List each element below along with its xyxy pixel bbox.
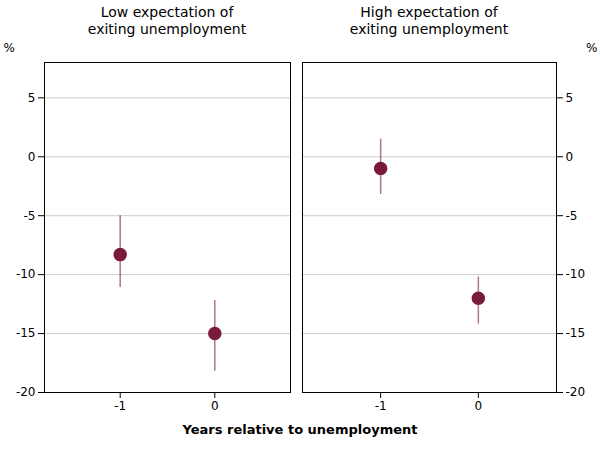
svg-text:-15: -15 xyxy=(566,326,586,340)
svg-text:-1: -1 xyxy=(114,399,126,413)
html-text:Years relative to unemployment: Years relative to unemployment xyxy=(182,422,418,437)
html-text:Low expectation of exiting une: Low expectation of exiting unemployment xyxy=(87,4,247,37)
svg-text:0: 0 xyxy=(211,399,219,413)
svg-text:5: 5 xyxy=(28,91,36,105)
svg-text:-1: -1 xyxy=(375,399,387,413)
svg-text:0: 0 xyxy=(566,150,574,164)
svg-text:0: 0 xyxy=(475,399,483,413)
svg-text:-20: -20 xyxy=(16,385,36,399)
svg-text:-5: -5 xyxy=(24,209,36,223)
svg-text:5: 5 xyxy=(566,91,574,105)
svg-text:-15: -15 xyxy=(16,326,36,340)
html-text:High expectation of exiting un: High expectation of exiting unemployment xyxy=(349,4,509,37)
svg-text:0: 0 xyxy=(28,150,36,164)
svg-text:-10: -10 xyxy=(566,267,586,281)
svg-text:%: % xyxy=(4,41,15,55)
svg-text:-10: -10 xyxy=(16,267,36,281)
svg-text:-20: -20 xyxy=(566,385,586,399)
svg-text:%: % xyxy=(586,41,597,55)
svg-text:-5: -5 xyxy=(566,209,578,223)
